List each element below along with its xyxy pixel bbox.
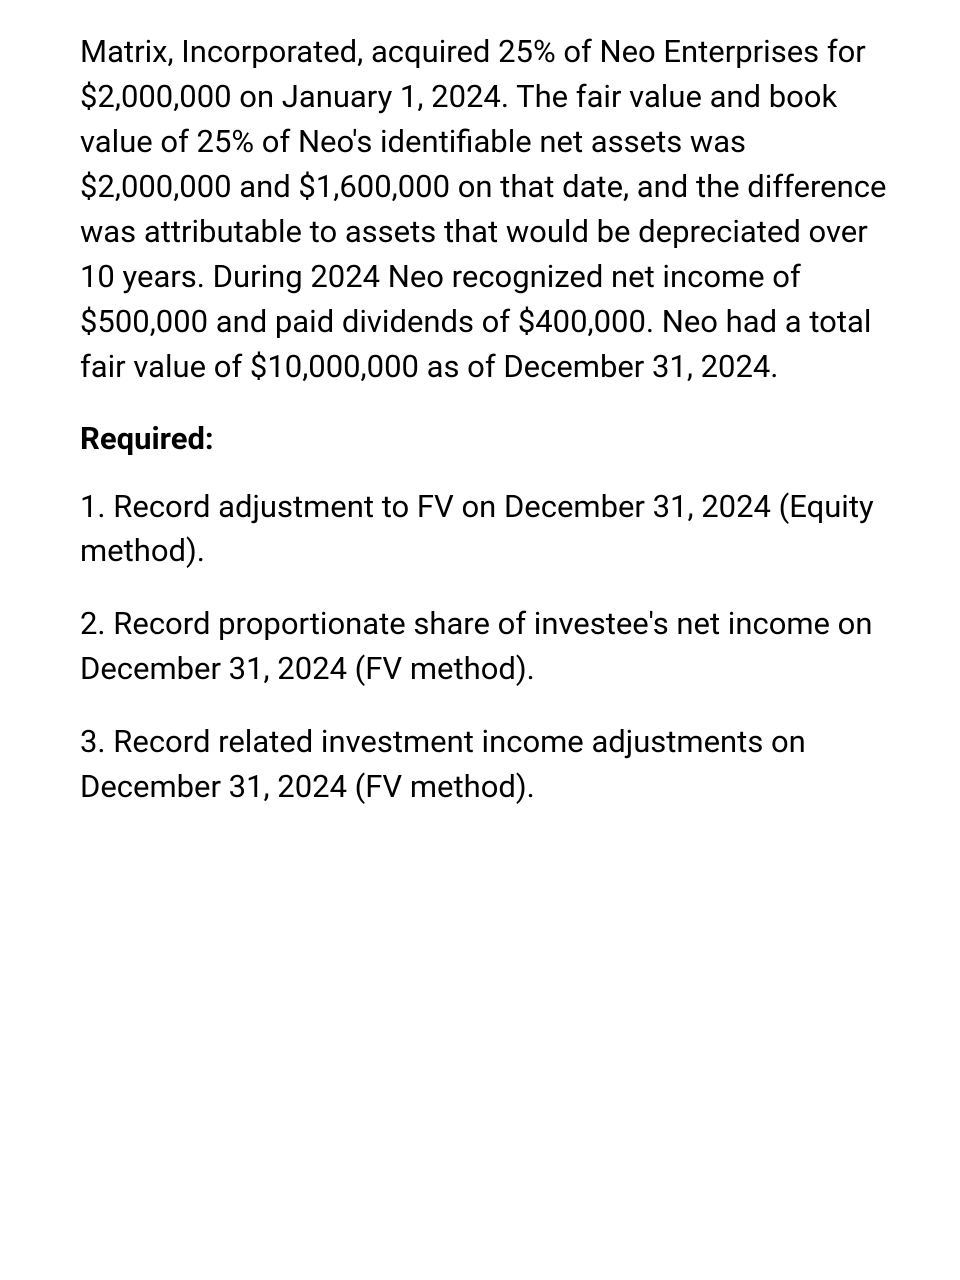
requirement-3: 3. Record related investment income adju… <box>80 720 890 810</box>
required-heading: Required: <box>80 420 890 457</box>
requirement-1: 1. Record adjustment to FV on December 3… <box>80 485 890 575</box>
requirement-2: 2. Record proportionate share of investe… <box>80 602 890 692</box>
problem-statement: Matrix, Incorporated, acquired 25% of Ne… <box>80 30 890 390</box>
